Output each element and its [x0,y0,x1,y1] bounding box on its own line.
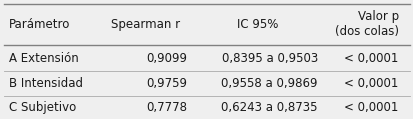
Text: C Subjetivo: C Subjetivo [9,102,76,114]
Text: B Intensidad: B Intensidad [9,77,83,90]
Text: Parámetro: Parámetro [9,18,70,31]
Text: 0,9759: 0,9759 [146,77,187,90]
Text: 0,9099: 0,9099 [146,52,187,64]
Text: < 0,0001: < 0,0001 [344,77,398,90]
Text: Spearman r: Spearman r [110,18,179,31]
Text: 0,8395 a 0,9503: 0,8395 a 0,9503 [221,52,317,64]
Text: < 0,0001: < 0,0001 [344,52,398,64]
Text: 0,7778: 0,7778 [146,102,187,114]
Text: 0,9558 a 0,9869: 0,9558 a 0,9869 [221,77,317,90]
Text: IC 95%: IC 95% [237,18,278,31]
Text: < 0,0001: < 0,0001 [344,102,398,114]
Text: Valor p
(dos colas): Valor p (dos colas) [334,10,398,38]
Text: A Extensión: A Extensión [9,52,78,64]
Text: 0,6243 a 0,8735: 0,6243 a 0,8735 [221,102,317,114]
